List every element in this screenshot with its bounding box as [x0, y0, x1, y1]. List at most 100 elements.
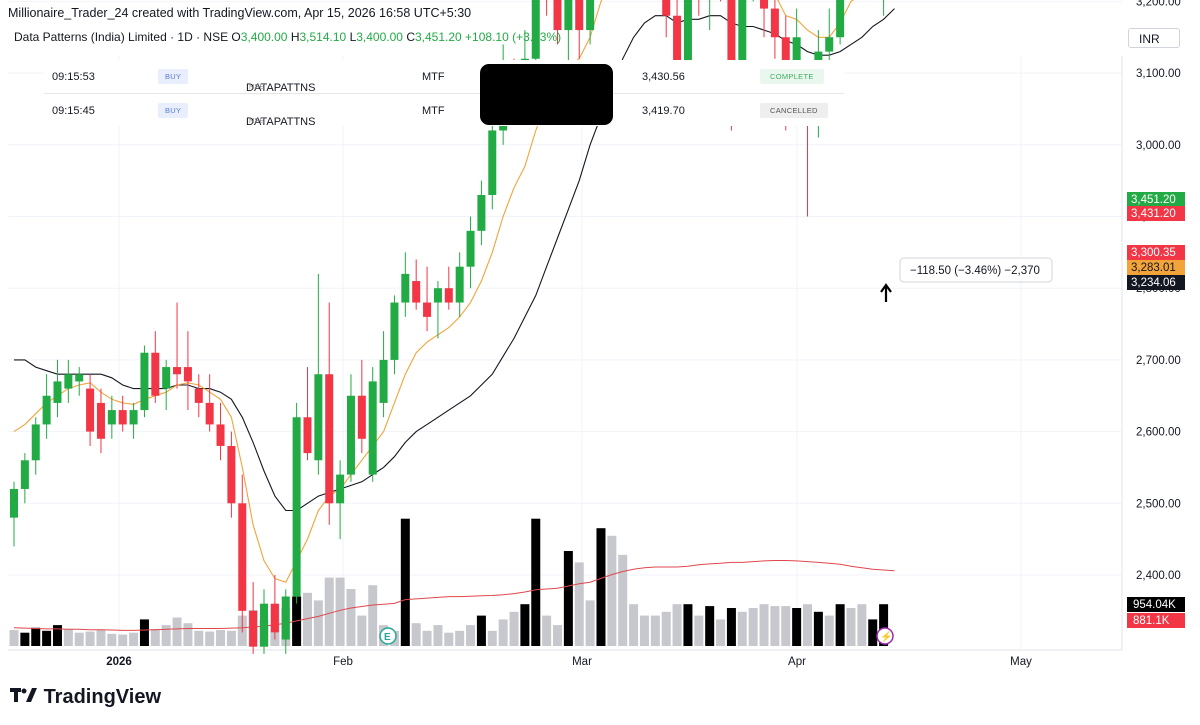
volume-bar — [226, 630, 236, 646]
volume-bar — [411, 623, 421, 646]
price-axis-label — [1127, 206, 1185, 221]
volume-bar — [781, 606, 791, 646]
volume-bar — [639, 615, 649, 646]
candle-body — [401, 273, 410, 303]
candle-body — [227, 445, 236, 504]
price-tick-label: 2,600.00 — [1136, 427, 1181, 439]
volume-bar — [422, 630, 432, 646]
dividend-marker-circle — [876, 627, 894, 645]
chart-credit: Millionaire_Trader_24 created with Tradi… — [8, 6, 472, 20]
earnings-marker-circle — [379, 627, 397, 645]
volume-bar — [553, 625, 562, 646]
candle-body — [368, 381, 377, 475]
volume-bar — [205, 631, 215, 646]
low-value: 3,400.00 — [356, 30, 403, 44]
candle-body — [738, 0, 747, 81]
tradingview-logo-icon — [10, 688, 37, 702]
volume-bar — [509, 611, 519, 646]
order-row[interactable]: 09:15:53 BUY DATAPATTNS NSE MTF 3,430.56 … — [44, 60, 844, 94]
volume-bar — [716, 619, 726, 646]
candle-body — [42, 395, 51, 425]
volume-axis-label-text: 954.04K — [1133, 599, 1176, 611]
candle-body — [466, 230, 475, 267]
volume-bar — [107, 633, 117, 646]
volume-bar — [792, 608, 802, 646]
candle-body — [238, 503, 247, 611]
volume-bar — [216, 630, 226, 646]
volume-bar — [596, 528, 606, 646]
candle-body — [75, 374, 84, 382]
volume-bar — [868, 619, 878, 646]
volume-bar — [813, 611, 823, 646]
volume-bar — [542, 615, 552, 646]
currency-selector[interactable]: INR — [1128, 28, 1180, 48]
candle-body — [455, 266, 464, 303]
volume-bar — [683, 604, 693, 646]
volume-bar — [748, 608, 758, 646]
price-tick-label: 3,200.00 — [1136, 0, 1181, 8]
price-axis-label — [1127, 245, 1185, 260]
open-label: O — [231, 30, 241, 44]
price-axis-label-text: 3,234.06 — [1131, 277, 1176, 289]
volume-bar — [96, 630, 106, 646]
candle-body — [281, 596, 290, 640]
volume-bar — [183, 623, 193, 646]
order-time: 09:15:53 — [52, 71, 95, 83]
dividend-marker-text: ⚡ — [880, 630, 892, 643]
volume-bar — [846, 608, 856, 646]
volume-bar — [672, 604, 682, 646]
candle-body — [96, 402, 105, 439]
price-axis-label — [1127, 275, 1185, 290]
volume-axis-label — [1127, 613, 1185, 628]
volume-bar — [607, 535, 617, 646]
volume-bar — [368, 585, 378, 646]
price-axis-label-text: 3,300.35 — [1131, 247, 1176, 259]
candle-body — [575, 0, 584, 31]
candle-body — [20, 460, 29, 489]
volume-bar — [118, 634, 128, 646]
candle-body — [488, 130, 497, 195]
price-tick-label: 3,000.00 — [1136, 140, 1181, 152]
order-panel: 09:15:53 BUY DATAPATTNS NSE MTF 3,430.56 … — [44, 60, 844, 128]
volume-bar — [324, 577, 334, 646]
candle-body — [292, 417, 301, 597]
candle-body — [183, 367, 192, 382]
candle-body — [412, 281, 421, 303]
dividend-marker-icon: ⚡ — [876, 627, 894, 645]
redaction-block — [480, 64, 613, 125]
time-tick-label: May — [1010, 656, 1032, 668]
candle-body — [314, 374, 323, 461]
candle-body — [564, 0, 573, 31]
volume-bar — [52, 625, 62, 646]
ema-slow-line — [14, 8, 895, 512]
volume-bar — [466, 625, 476, 646]
candle-body — [673, 15, 682, 74]
candle-body — [270, 603, 279, 633]
candle-body — [53, 381, 62, 403]
volume-bar — [139, 619, 149, 646]
volume-bar — [770, 606, 780, 646]
price-tick-label: 2,700.00 — [1136, 355, 1181, 367]
candle-body — [346, 395, 355, 475]
candle-body — [586, 0, 595, 31]
candle-body — [836, 0, 845, 38]
order-row[interactable]: 09:15:45 BUY DATAPATTNS NSE MTF 3,419.70 … — [44, 93, 844, 128]
volume-bar — [879, 604, 889, 646]
order-side-badge: BUY — [158, 103, 189, 118]
candle-body — [357, 395, 366, 439]
tradingview-brand: TradingView — [43, 686, 162, 708]
volume-bar — [694, 615, 704, 646]
candle-body — [662, 0, 671, 16]
volume-bar — [618, 554, 628, 646]
candle-body — [118, 410, 127, 425]
volume-axis-label — [1127, 597, 1185, 612]
volume-bar — [63, 628, 73, 646]
candle-body — [249, 610, 258, 647]
volume-bar — [313, 600, 323, 646]
volume-bar — [650, 615, 660, 646]
up-arrow-icon — [880, 283, 892, 302]
earnings-marker-text: E — [384, 632, 391, 643]
candle-body — [390, 302, 399, 360]
candle-body — [825, 37, 834, 52]
